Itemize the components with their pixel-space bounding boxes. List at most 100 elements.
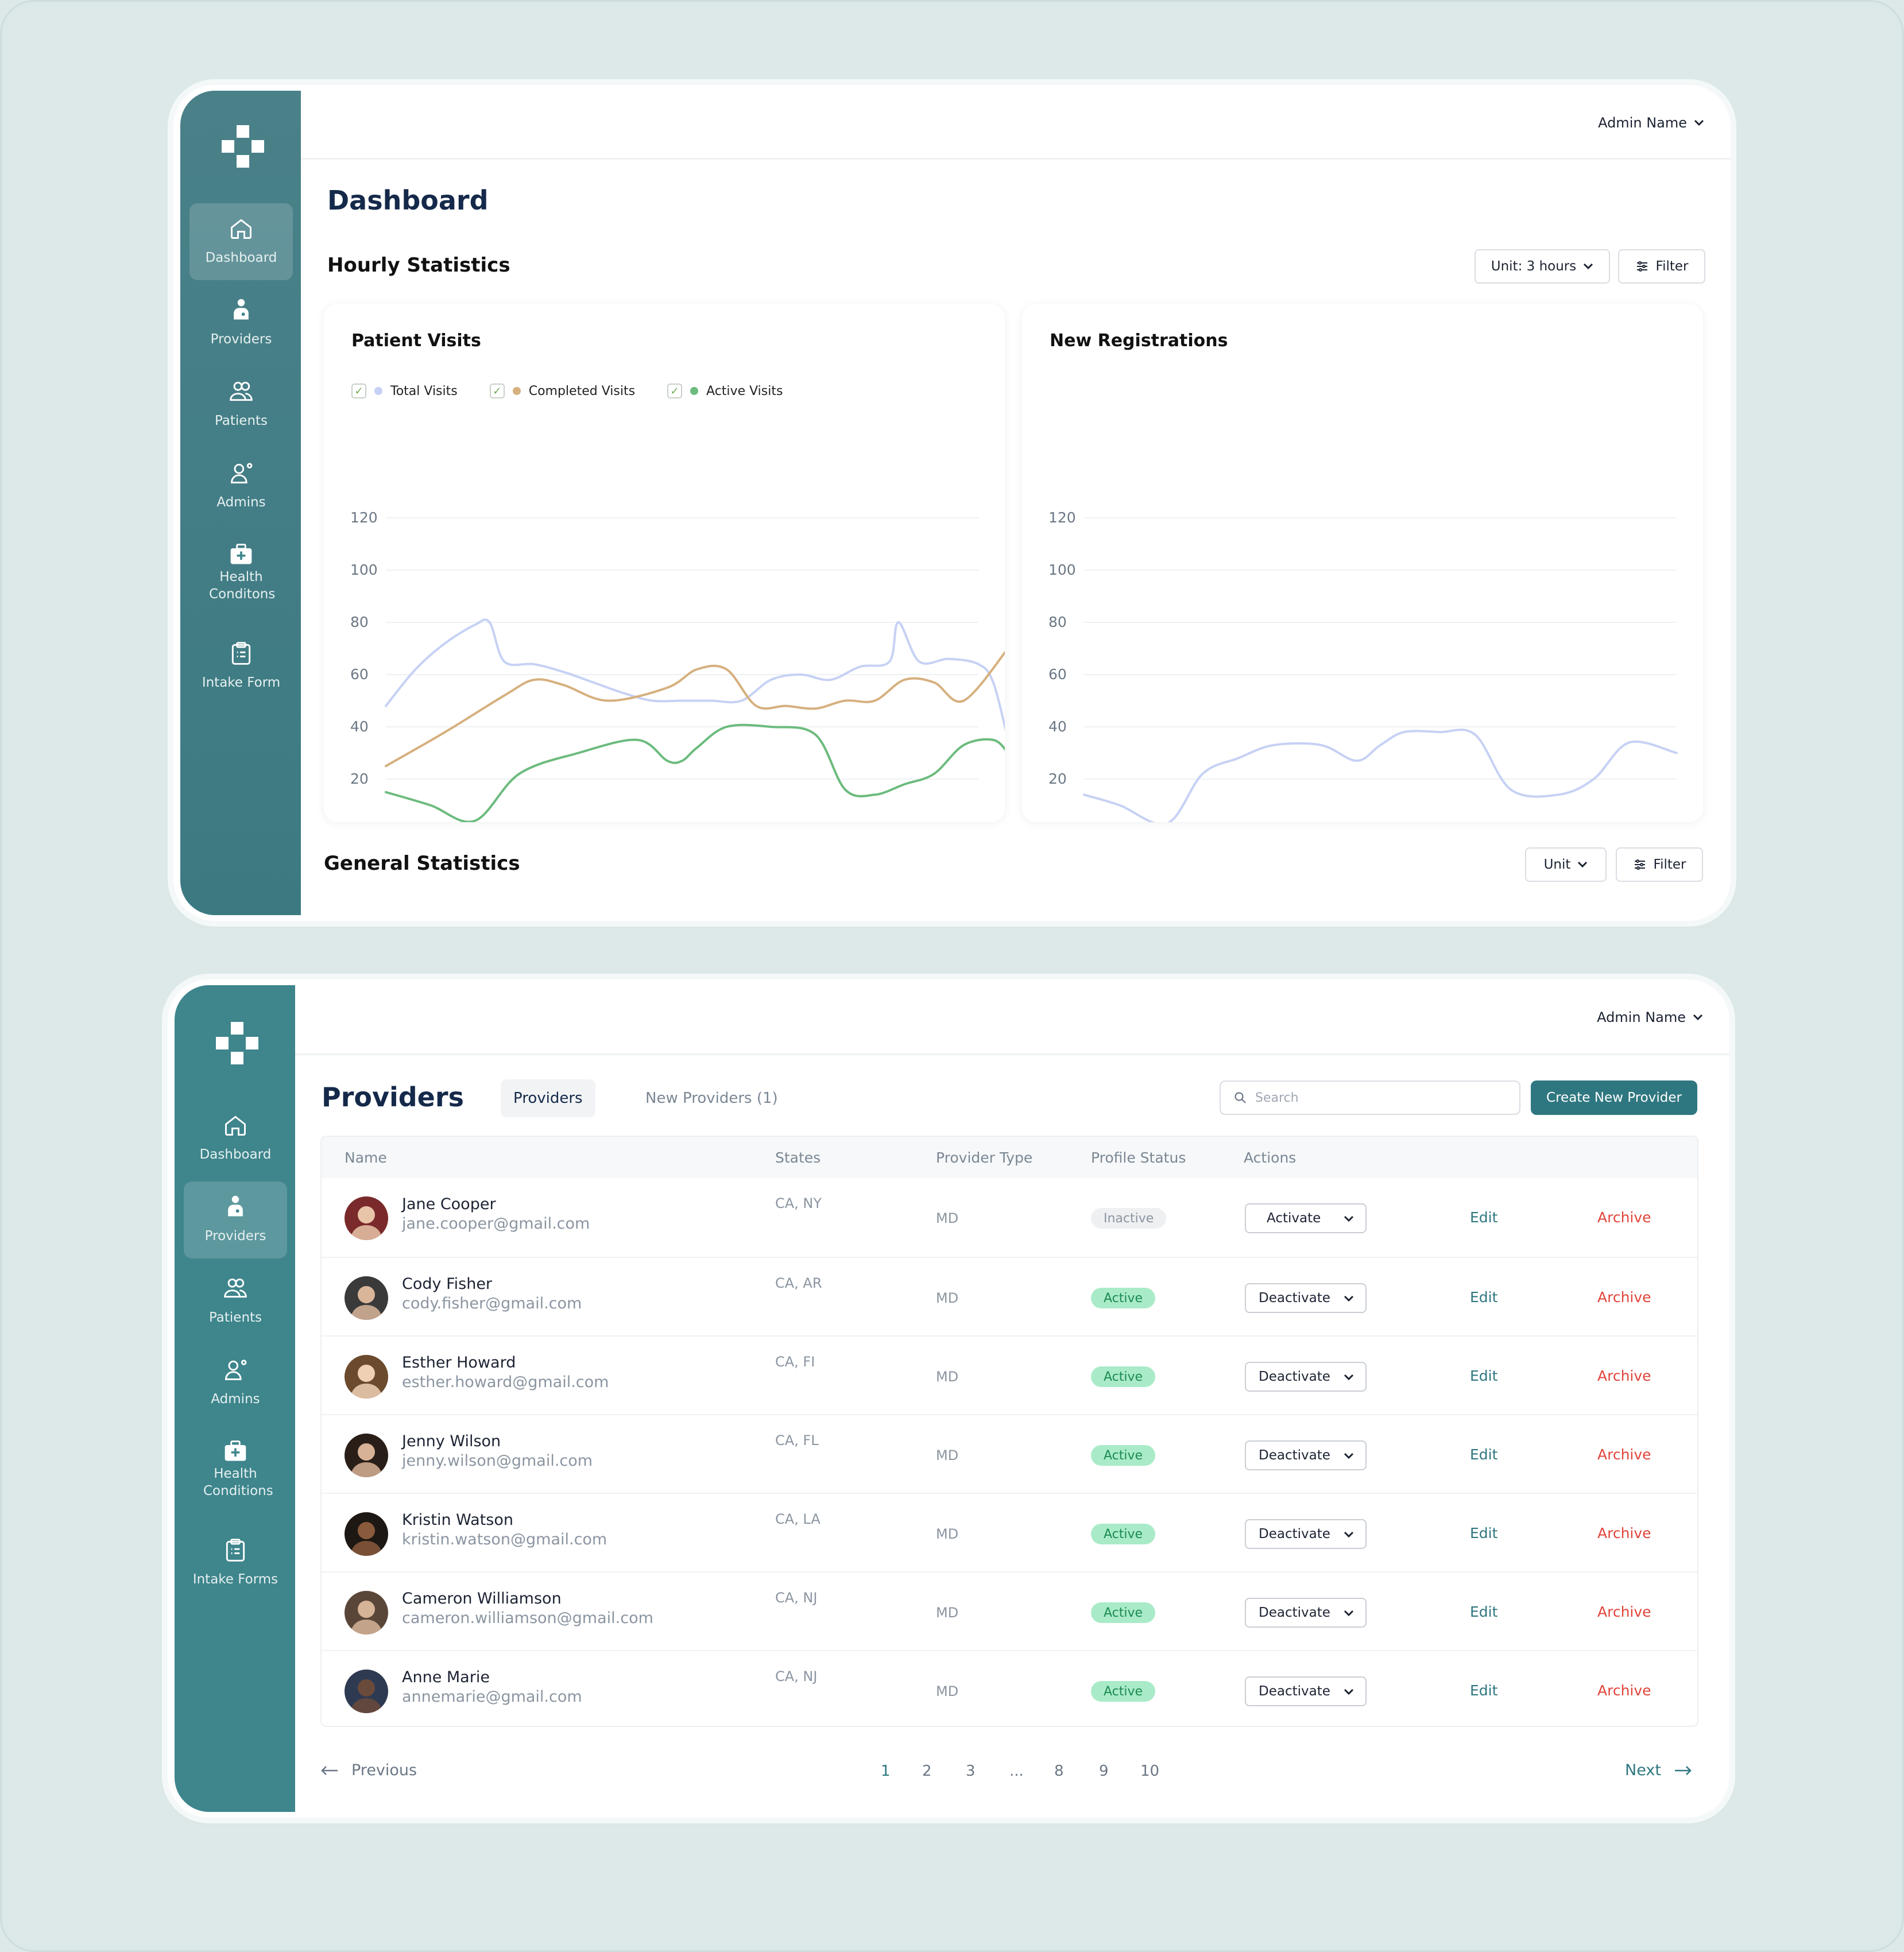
topbar: Admin Name xyxy=(295,979,1729,1055)
admin-user-icon xyxy=(225,1360,247,1380)
admin-name: Admin Name xyxy=(1597,1009,1686,1025)
status-action-dropdown[interactable]: Deactivate xyxy=(1245,1362,1367,1392)
tab-providers[interactable]: Providers xyxy=(501,1079,595,1117)
provider-name: Jenny Wilson xyxy=(402,1432,501,1450)
status-action-dropdown[interactable]: Deactivate xyxy=(1245,1283,1367,1313)
page-2[interactable]: 2 xyxy=(922,1763,932,1780)
status-action-dropdown[interactable]: Deactivate xyxy=(1245,1440,1367,1470)
edit-link[interactable]: Edit xyxy=(1470,1682,1498,1699)
users-icon xyxy=(224,1278,247,1298)
checkbox[interactable]: ✓ xyxy=(667,384,683,398)
next-button[interactable]: Next xyxy=(1625,1761,1692,1779)
page-8[interactable]: 8 xyxy=(1054,1763,1064,1780)
status-badge: Active xyxy=(1091,1681,1156,1702)
archive-link[interactable]: Archive xyxy=(1597,1289,1651,1306)
edit-link[interactable]: Edit xyxy=(1470,1289,1498,1306)
archive-link[interactable]: Archive xyxy=(1597,1604,1651,1620)
legend-dot xyxy=(374,387,382,395)
nav-providers[interactable]: Providers xyxy=(184,1182,287,1258)
nav-dashboard[interactable]: Dashboard xyxy=(184,1100,287,1177)
status-badge: Inactive xyxy=(1091,1208,1167,1229)
edit-link[interactable]: Edit xyxy=(1470,1209,1498,1226)
nav-patients[interactable]: Patients xyxy=(184,1263,287,1340)
logo-icon xyxy=(216,1022,258,1064)
status-badge: Active xyxy=(1091,1524,1156,1544)
archive-link[interactable]: Archive xyxy=(1597,1209,1651,1226)
provider-email: cameron.williamson@gmail.com xyxy=(402,1609,653,1627)
legend-active-visits[interactable]: ✓ Active Visits xyxy=(667,384,783,398)
nav-health-conditions[interactable]: Health Conditions xyxy=(184,1426,287,1516)
y-tick-label: 80 xyxy=(1048,614,1067,630)
doctor-icon xyxy=(234,299,249,320)
provider-name: Jane Cooper xyxy=(402,1195,496,1213)
chart-legend: ✓ Total Visits ✓ Completed Visits ✓ Acti… xyxy=(351,384,783,398)
create-new-provider-button[interactable]: Create New Provider xyxy=(1531,1080,1697,1115)
unit-select[interactable]: Unit: 3 hours xyxy=(1475,249,1610,284)
y-tick-label: 60 xyxy=(1048,666,1067,683)
page-10[interactable]: 10 xyxy=(1140,1763,1160,1780)
archive-link[interactable]: Archive xyxy=(1597,1446,1651,1463)
page-3[interactable]: 3 xyxy=(966,1763,976,1780)
nav-dashboard[interactable]: Dashboard xyxy=(189,203,293,280)
edit-link[interactable]: Edit xyxy=(1470,1604,1498,1620)
action-label: Deactivate xyxy=(1259,1448,1330,1463)
nav-patients[interactable]: Patients xyxy=(189,366,293,443)
admin-menu[interactable]: Admin Name xyxy=(1598,115,1704,131)
nav-intake-forms[interactable]: Intake Forms xyxy=(184,1525,287,1602)
tab-new-providers[interactable]: New Providers (1) xyxy=(645,1090,778,1107)
nav-intake-form[interactable]: Intake Form xyxy=(189,628,293,705)
nav-admins[interactable]: Admins xyxy=(184,1345,287,1422)
action-label: Deactivate xyxy=(1259,1527,1330,1542)
provider-states: CA, FI xyxy=(775,1354,815,1370)
search-input[interactable]: Search xyxy=(1220,1080,1520,1115)
filter-label: Filter xyxy=(1655,259,1689,274)
action-label: Deactivate xyxy=(1259,1369,1330,1384)
status-action-dropdown[interactable]: Deactivate xyxy=(1245,1676,1367,1706)
column-header: Provider Type xyxy=(936,1149,1033,1166)
action-label: Deactivate xyxy=(1259,1605,1330,1620)
nav-label: Admins xyxy=(216,495,266,510)
provider-states: CA, NY xyxy=(775,1195,822,1211)
doctor-icon xyxy=(228,1195,243,1217)
patient-visits-card: Patient Visits ✓ Total Visits ✓ Complete… xyxy=(324,304,1005,822)
checkbox[interactable]: ✓ xyxy=(489,384,505,398)
dashboard-window: Dashboard Providers Patients Admins Heal… xyxy=(173,85,1731,921)
filter-button[interactable]: Filter xyxy=(1616,847,1703,882)
unit-select[interactable]: Unit xyxy=(1525,847,1607,882)
avatar-photo xyxy=(350,1206,382,1240)
edit-link[interactable]: Edit xyxy=(1470,1525,1498,1542)
status-action-dropdown[interactable]: Activate xyxy=(1245,1203,1367,1233)
provider-email: esther.howard@gmail.com xyxy=(402,1373,609,1391)
status-action-dropdown[interactable]: Deactivate xyxy=(1245,1598,1367,1628)
series-line-active-visits xyxy=(385,723,1005,822)
previous-button[interactable]: Previous xyxy=(320,1761,417,1779)
status-action-dropdown[interactable]: Deactivate xyxy=(1245,1519,1367,1549)
admin-menu[interactable]: Admin Name xyxy=(1597,1009,1703,1025)
page-1[interactable]: 1 xyxy=(881,1763,891,1780)
edit-link[interactable]: Edit xyxy=(1470,1446,1498,1463)
filter-button[interactable]: Filter xyxy=(1618,249,1705,284)
action-label: Activate xyxy=(1267,1211,1321,1226)
table-row: Cody Fisher cody.fisher@gmail.com CA, AR MD… xyxy=(322,1257,1697,1335)
legend-total-visits[interactable]: ✓ Total Visits xyxy=(351,384,458,398)
chart-title: Patient Visits xyxy=(351,331,481,351)
nav-providers[interactable]: Providers xyxy=(189,285,293,362)
chevron-down-icon xyxy=(1344,1453,1354,1459)
table-row: Jane Cooper jane.cooper@gmail.com CA, NY MD… xyxy=(322,1178,1697,1257)
nav-admins[interactable]: Admins xyxy=(189,448,293,525)
column-header: Name xyxy=(345,1149,387,1166)
users-icon xyxy=(230,381,253,401)
y-tick-label: 120 xyxy=(1048,509,1076,526)
nav-health-conditions[interactable]: Health Conditons xyxy=(189,529,293,619)
legend-label: Completed Visits xyxy=(528,384,636,398)
chevron-down-icon xyxy=(1344,1215,1354,1222)
archive-link[interactable]: Archive xyxy=(1597,1525,1651,1542)
legend-completed-visits[interactable]: ✓ Completed Visits xyxy=(489,384,636,398)
provider-states: CA, LA xyxy=(775,1511,821,1527)
archive-link[interactable]: Archive xyxy=(1597,1368,1651,1384)
edit-link[interactable]: Edit xyxy=(1470,1368,1498,1384)
page-9[interactable]: 9 xyxy=(1099,1763,1109,1780)
archive-link[interactable]: Archive xyxy=(1597,1682,1651,1699)
checkbox[interactable]: ✓ xyxy=(351,384,366,398)
nav-label: Health Conditons xyxy=(209,570,276,602)
